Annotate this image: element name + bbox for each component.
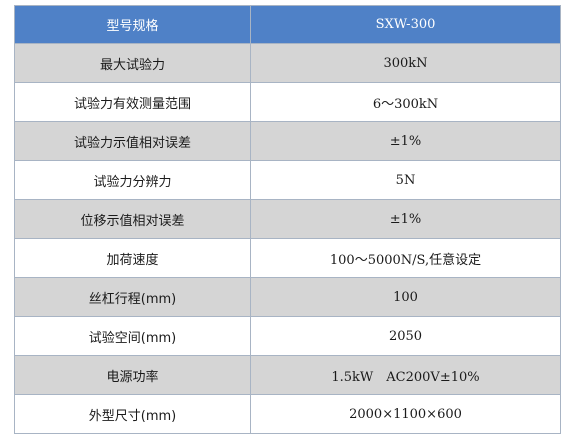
table-row: 加荷速度 100～5000N/S,任意设定 bbox=[14, 238, 561, 278]
table-row: 位移示值相对误差 ±1% bbox=[14, 199, 561, 239]
row-value: 300kN bbox=[250, 43, 561, 83]
table-row: 最大试验力 300kN bbox=[14, 43, 561, 83]
row-value: ±1% bbox=[250, 199, 561, 239]
row-label: 位移示值相对误差 bbox=[14, 199, 251, 239]
table-row: 电源功率 1.5kW AC200V±10% bbox=[14, 355, 561, 395]
table-row: 丝杠行程(mm) 100 bbox=[14, 277, 561, 317]
row-value: 5N bbox=[250, 160, 561, 200]
row-label: 电源功率 bbox=[14, 355, 251, 395]
row-value: 100～5000N/S,任意设定 bbox=[250, 238, 561, 278]
table-row: 试验力示值相对误差 ±1% bbox=[14, 121, 561, 161]
row-value: 6～300kN bbox=[250, 82, 561, 122]
row-label: 最大试验力 bbox=[14, 43, 251, 83]
row-value: 2050 bbox=[250, 316, 561, 356]
row-value: ±1% bbox=[250, 121, 561, 161]
table-row: 试验空间(mm) 2050 bbox=[14, 316, 561, 356]
row-value: 2000×1100×600 bbox=[250, 394, 561, 434]
table-row: 试验力分辨力 5N bbox=[14, 160, 561, 200]
table-row: 试验力有效测量范围 6～300kN bbox=[14, 82, 561, 122]
header-label: 型号规格 bbox=[14, 5, 251, 44]
row-label: 试验力示值相对误差 bbox=[14, 121, 251, 161]
row-label: 加荷速度 bbox=[14, 238, 251, 278]
table-header-row: 型号规格 SXW-300 bbox=[14, 5, 561, 44]
spec-table: 型号规格 SXW-300 最大试验力 300kN 试验力有效测量范围 6～300… bbox=[14, 5, 561, 434]
table-row: 外型尺寸(mm) 2000×1100×600 bbox=[14, 394, 561, 434]
row-label: 丝杠行程(mm) bbox=[14, 277, 251, 317]
header-value: SXW-300 bbox=[250, 5, 561, 44]
row-label: 试验空间(mm) bbox=[14, 316, 251, 356]
row-value: 100 bbox=[250, 277, 561, 317]
row-label: 外型尺寸(mm) bbox=[14, 394, 251, 434]
row-label: 试验力有效测量范围 bbox=[14, 82, 251, 122]
row-label: 试验力分辨力 bbox=[14, 160, 251, 200]
row-value: 1.5kW AC200V±10% bbox=[250, 355, 561, 395]
